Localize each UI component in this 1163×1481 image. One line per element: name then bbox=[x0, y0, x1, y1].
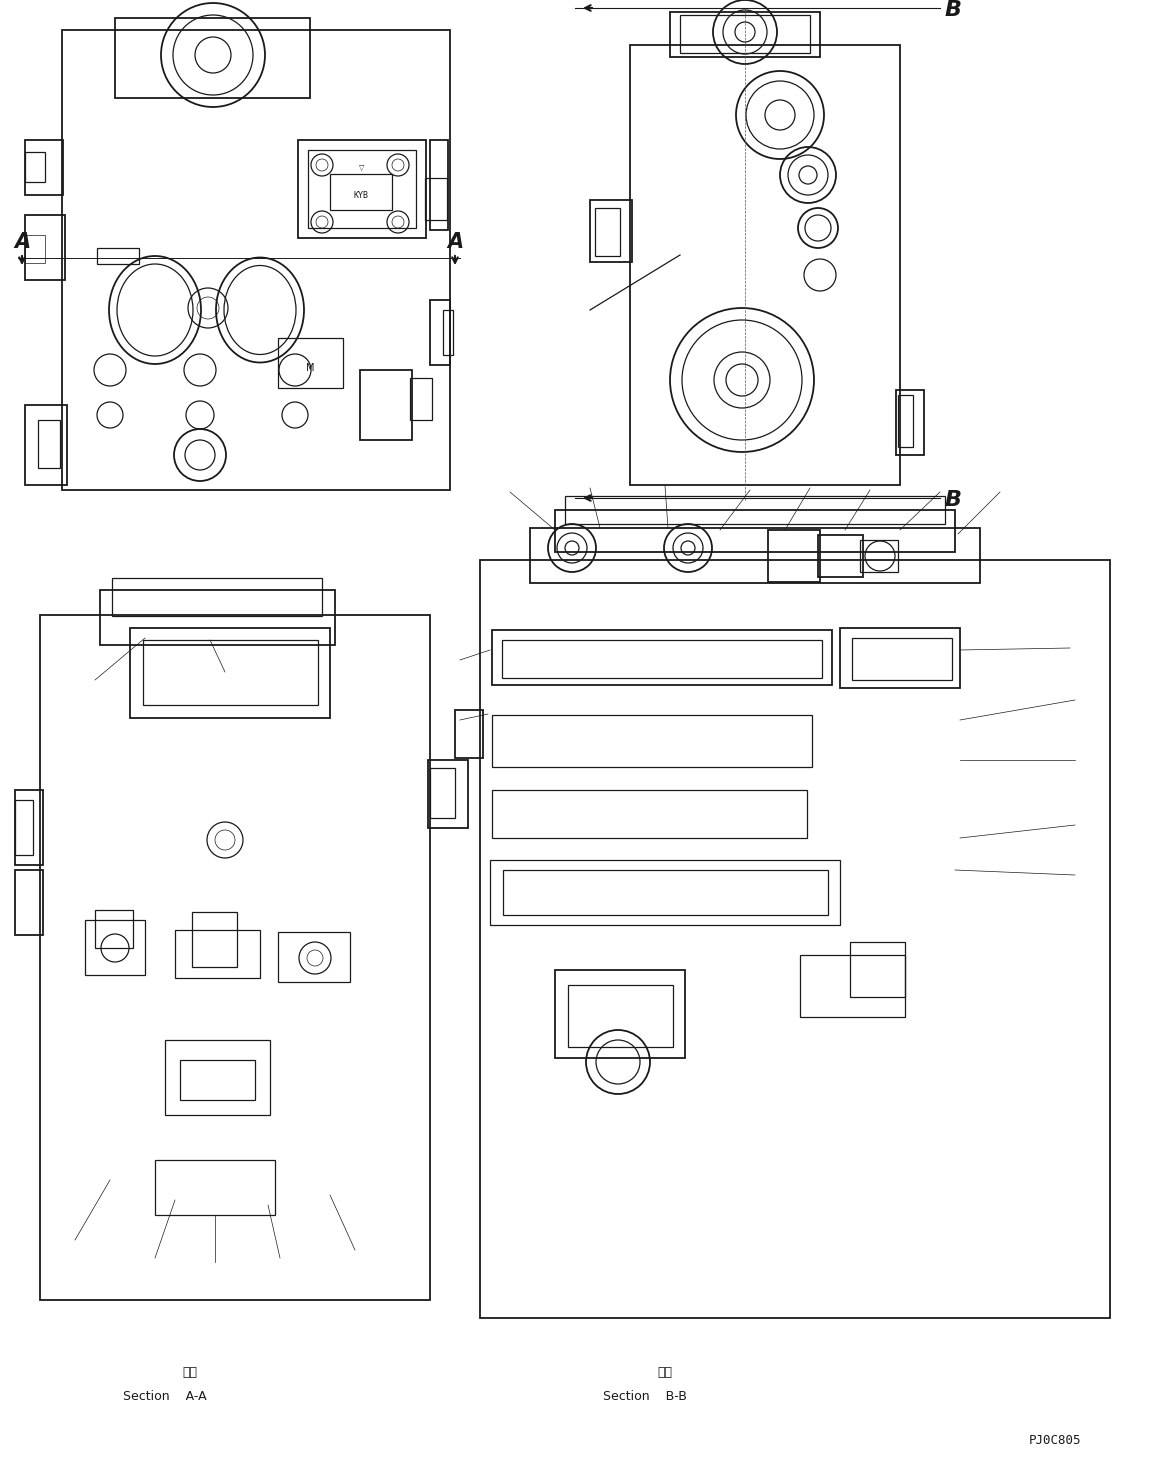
Bar bbox=[143, 640, 317, 705]
Bar bbox=[112, 578, 322, 616]
Bar bbox=[430, 301, 450, 364]
Bar bbox=[800, 955, 905, 1017]
Bar bbox=[670, 12, 820, 56]
Bar bbox=[818, 535, 863, 578]
Bar bbox=[38, 421, 60, 468]
Bar bbox=[165, 1040, 270, 1115]
Bar bbox=[24, 404, 67, 484]
Bar bbox=[565, 496, 946, 524]
Bar bbox=[15, 869, 43, 935]
Bar bbox=[492, 715, 812, 767]
Bar bbox=[85, 920, 145, 974]
Bar bbox=[95, 909, 133, 948]
Bar bbox=[411, 378, 431, 421]
Text: A: A bbox=[447, 233, 463, 252]
Bar bbox=[424, 178, 447, 221]
Text: Section    B-B: Section B-B bbox=[604, 1389, 687, 1403]
Bar bbox=[630, 44, 900, 484]
Bar bbox=[492, 629, 832, 686]
Bar bbox=[590, 200, 632, 262]
Text: 断面: 断面 bbox=[183, 1365, 198, 1379]
Text: 断面: 断面 bbox=[657, 1365, 672, 1379]
Bar bbox=[278, 932, 350, 982]
Bar bbox=[430, 769, 455, 818]
Bar bbox=[504, 869, 828, 915]
Bar bbox=[24, 235, 45, 264]
Bar bbox=[24, 141, 63, 195]
Bar bbox=[530, 529, 980, 584]
Bar bbox=[97, 247, 140, 264]
Bar bbox=[443, 310, 454, 355]
Bar bbox=[15, 789, 43, 865]
Bar bbox=[100, 589, 335, 646]
Text: PJ0C805: PJ0C805 bbox=[1029, 1434, 1082, 1447]
Text: ▽: ▽ bbox=[359, 164, 365, 170]
Bar bbox=[568, 985, 673, 1047]
Text: B: B bbox=[946, 490, 962, 509]
Bar bbox=[455, 709, 483, 758]
Bar bbox=[896, 390, 923, 455]
Bar bbox=[490, 860, 840, 926]
Bar bbox=[768, 530, 820, 582]
Bar bbox=[361, 370, 412, 440]
Bar bbox=[430, 141, 448, 230]
Bar bbox=[555, 509, 955, 552]
Bar bbox=[480, 560, 1110, 1318]
Text: A: A bbox=[14, 233, 30, 252]
Bar bbox=[115, 18, 311, 98]
Text: KYB: KYB bbox=[354, 191, 369, 200]
Bar bbox=[298, 141, 426, 238]
Bar bbox=[492, 789, 807, 838]
Bar bbox=[859, 541, 898, 572]
Bar bbox=[595, 207, 620, 256]
Bar bbox=[180, 1060, 255, 1100]
Bar bbox=[155, 1160, 274, 1214]
Bar bbox=[174, 930, 261, 977]
Bar bbox=[330, 173, 392, 210]
Bar bbox=[502, 640, 822, 678]
Bar bbox=[555, 970, 685, 1057]
Bar bbox=[24, 153, 45, 182]
Text: Section    A-A: Section A-A bbox=[123, 1389, 207, 1403]
Bar bbox=[40, 615, 430, 1300]
Bar bbox=[308, 150, 416, 228]
Bar bbox=[850, 942, 905, 997]
Bar bbox=[852, 638, 952, 680]
Text: M: M bbox=[306, 363, 314, 373]
Bar bbox=[428, 760, 468, 828]
Bar bbox=[278, 338, 343, 388]
Bar bbox=[24, 215, 65, 280]
Bar bbox=[15, 800, 33, 855]
Bar bbox=[192, 912, 237, 967]
Bar bbox=[62, 30, 450, 490]
Bar bbox=[130, 628, 330, 718]
Bar bbox=[898, 395, 913, 447]
Bar bbox=[680, 15, 809, 53]
Text: B: B bbox=[946, 0, 962, 21]
Bar bbox=[840, 628, 959, 689]
